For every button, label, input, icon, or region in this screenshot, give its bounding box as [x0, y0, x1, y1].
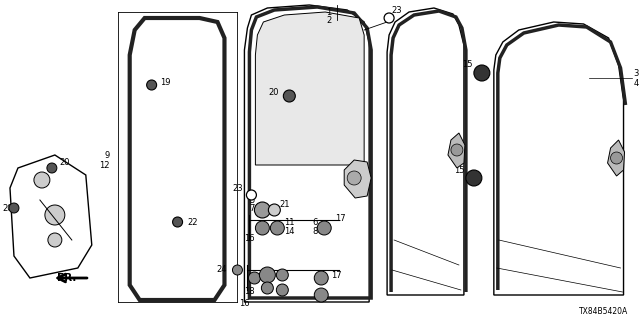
Text: 16: 16 — [244, 234, 255, 243]
Text: 20: 20 — [269, 87, 279, 97]
Text: 23: 23 — [391, 5, 402, 14]
Polygon shape — [387, 8, 464, 295]
Circle shape — [268, 204, 280, 216]
Text: 20: 20 — [2, 204, 13, 212]
Circle shape — [276, 284, 289, 296]
Circle shape — [232, 265, 243, 275]
Circle shape — [611, 152, 623, 164]
Text: FR.: FR. — [57, 273, 76, 283]
Text: 15: 15 — [462, 60, 473, 68]
Text: 22: 22 — [188, 218, 198, 227]
Text: 15: 15 — [454, 165, 465, 174]
Polygon shape — [10, 155, 92, 278]
Polygon shape — [255, 12, 364, 165]
Polygon shape — [244, 5, 369, 302]
Circle shape — [248, 272, 260, 284]
Text: 7: 7 — [249, 204, 255, 212]
Text: 1: 1 — [326, 7, 332, 17]
Circle shape — [34, 172, 50, 188]
Polygon shape — [344, 160, 371, 198]
Circle shape — [47, 163, 57, 173]
Polygon shape — [607, 140, 625, 176]
Text: 17: 17 — [332, 270, 342, 279]
Circle shape — [246, 190, 257, 200]
Text: 12: 12 — [99, 161, 109, 170]
Circle shape — [45, 205, 65, 225]
Text: 20: 20 — [60, 157, 70, 166]
Text: 24: 24 — [216, 266, 227, 275]
Text: 14: 14 — [284, 227, 295, 236]
Circle shape — [451, 144, 463, 156]
Circle shape — [314, 271, 328, 285]
Circle shape — [173, 217, 182, 227]
Text: 8: 8 — [312, 227, 317, 236]
Circle shape — [261, 282, 273, 294]
Circle shape — [48, 233, 62, 247]
Text: 19: 19 — [159, 77, 170, 86]
Text: TX84B5420A: TX84B5420A — [579, 308, 628, 316]
Circle shape — [259, 267, 275, 283]
Circle shape — [255, 202, 270, 218]
Circle shape — [276, 269, 289, 281]
Polygon shape — [494, 22, 623, 295]
Circle shape — [255, 221, 269, 235]
Circle shape — [466, 170, 482, 186]
Text: 4: 4 — [634, 78, 639, 87]
Circle shape — [317, 221, 332, 235]
Text: 5: 5 — [249, 196, 255, 204]
Text: 11: 11 — [284, 218, 295, 227]
Circle shape — [147, 80, 157, 90]
Text: 6: 6 — [312, 218, 317, 227]
Circle shape — [347, 171, 361, 185]
Polygon shape — [448, 133, 465, 168]
Text: 3: 3 — [634, 68, 639, 77]
Circle shape — [9, 203, 19, 213]
Circle shape — [474, 65, 490, 81]
Circle shape — [284, 90, 295, 102]
Circle shape — [384, 13, 394, 23]
Text: 21: 21 — [279, 199, 290, 209]
Text: 16: 16 — [239, 300, 250, 308]
Text: 23: 23 — [233, 183, 243, 193]
Text: 17: 17 — [335, 213, 346, 222]
Text: 2: 2 — [326, 15, 332, 25]
Circle shape — [314, 288, 328, 302]
Text: 18: 18 — [244, 287, 255, 297]
Text: 9: 9 — [104, 150, 109, 159]
Circle shape — [270, 221, 284, 235]
